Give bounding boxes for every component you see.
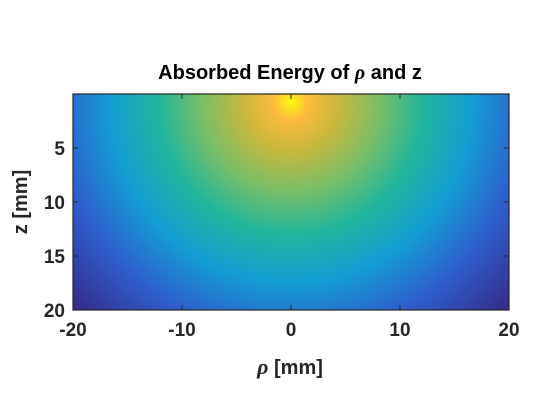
x-axis-ticks: -20 -10 0 10 20 xyxy=(59,94,520,341)
x-tick-label: 10 xyxy=(389,320,410,341)
heatmap-field xyxy=(73,94,509,310)
x-tick-label: 0 xyxy=(286,320,297,341)
y-tick-label: 5 xyxy=(54,139,65,160)
y-tick-label: 15 xyxy=(44,247,66,268)
x-tick-label: 20 xyxy=(498,320,519,341)
chart-title: Absorbed Energy of ρ and z xyxy=(158,62,422,84)
y-axis-ticks: 5 10 15 20 xyxy=(44,139,509,322)
y-axis-label: z [mm] xyxy=(10,170,32,234)
y-tick-label: 10 xyxy=(44,193,65,214)
x-tick-label: -10 xyxy=(168,320,195,341)
y-tick-label: 20 xyxy=(44,301,65,322)
heatmap-image xyxy=(73,94,509,310)
x-tick-label: -20 xyxy=(59,320,86,341)
x-axis-label: ρ [mm] xyxy=(256,354,323,379)
